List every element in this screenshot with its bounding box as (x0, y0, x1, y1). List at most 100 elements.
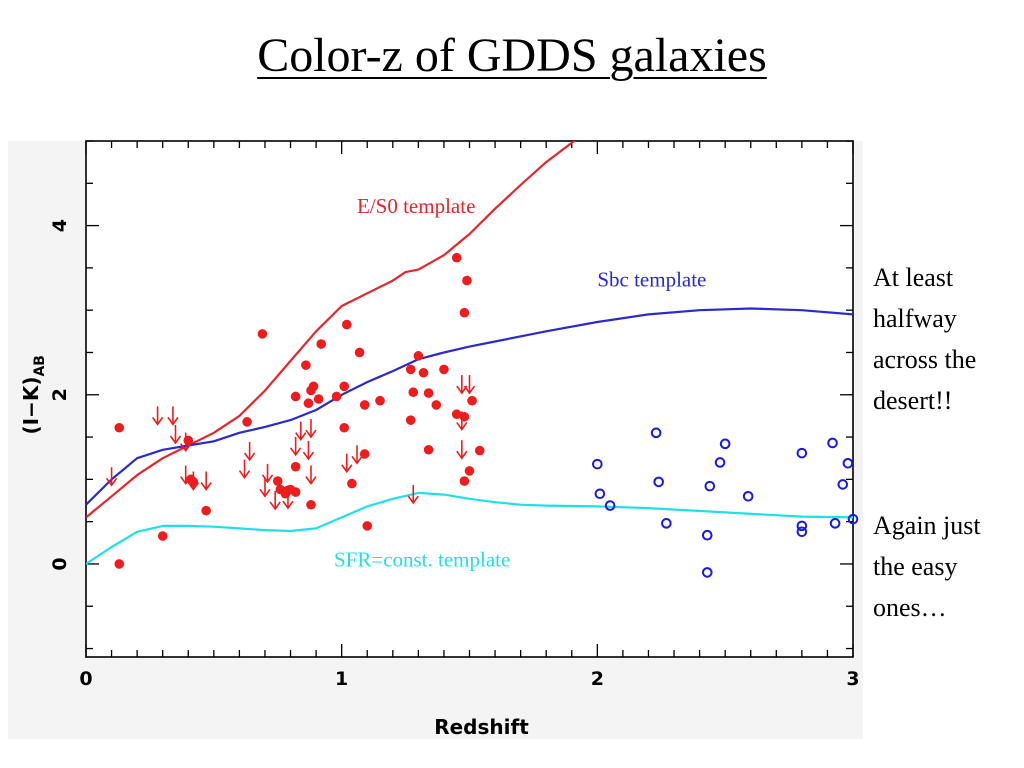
upper-limit-arrow (261, 463, 274, 484)
filled-point (459, 411, 470, 422)
filled-point (290, 461, 301, 472)
filled-point (459, 476, 470, 486)
filled-point (359, 400, 370, 410)
filled-point (313, 394, 324, 404)
arrow-head (295, 432, 307, 441)
arrow-head (463, 385, 476, 395)
filled-point (418, 367, 429, 378)
filled-point (114, 422, 125, 433)
arrow-head (456, 385, 468, 395)
arrow-head (187, 482, 200, 491)
upper-limit-arrow (167, 406, 179, 426)
filled-point (413, 351, 424, 361)
open-point (847, 513, 859, 525)
upper-limit-arrow (456, 375, 468, 395)
open-point (842, 457, 854, 469)
upper-limit-arrow (169, 424, 182, 445)
filled-point (242, 417, 252, 427)
open-point (704, 480, 716, 492)
filled-point (347, 478, 357, 489)
filled-point (405, 364, 416, 375)
upper-limit-arrow (269, 490, 281, 511)
filled-point (462, 275, 472, 286)
open-point (796, 520, 808, 532)
arrow-head (305, 476, 317, 485)
upper-limit-arrow (187, 471, 200, 491)
filled-point (272, 476, 283, 486)
upper-limit-arrow (295, 421, 307, 441)
filled-point (303, 398, 314, 409)
arrow-head (456, 450, 468, 460)
filled-point (341, 319, 352, 330)
upper-limit-arrow (341, 453, 353, 474)
arrow-head (243, 452, 256, 462)
y-tick-label: 2 (49, 388, 71, 401)
arrow-head (351, 455, 363, 465)
filled-point (405, 415, 416, 425)
open-point (701, 567, 713, 578)
open-point (661, 518, 672, 529)
filled-point (354, 347, 365, 358)
upper-limit-arrow (259, 478, 271, 498)
filled-point (306, 499, 316, 510)
arrow-head (282, 500, 294, 510)
template-label: Sbc template (597, 267, 706, 291)
slide-title: Color-z of GDDS galaxies (257, 29, 767, 82)
arrow-head (261, 474, 274, 484)
upper-limit-arrow (456, 411, 468, 431)
filled-point (183, 435, 194, 446)
upper-limit-arrow (407, 485, 419, 505)
filled-point (290, 487, 301, 497)
template-label: E/S0 template (357, 194, 475, 218)
filled-point (359, 449, 370, 459)
open-point (796, 526, 808, 538)
upper-limit-arrow (456, 440, 468, 460)
filled-point (308, 381, 319, 392)
filled-point (331, 391, 342, 402)
filled-point (474, 445, 485, 456)
arrow-head (167, 416, 179, 426)
arrow-head (407, 495, 419, 505)
open-point (827, 437, 838, 449)
filled-point (423, 388, 434, 398)
filled-point (464, 466, 475, 476)
filled-point (431, 400, 442, 410)
filled-point (339, 422, 350, 433)
upper-limit-arrow (238, 459, 251, 480)
upper-limit-arrow (302, 441, 315, 461)
x-axis-label: Redshift (434, 715, 529, 739)
arrow-head (289, 447, 302, 457)
filled-point (316, 339, 327, 349)
arrow-head (151, 416, 164, 426)
arrow-head (238, 470, 251, 480)
y-axis-label-subscript: AB (32, 355, 48, 377)
arrow-head (200, 482, 212, 491)
filled-point (157, 531, 168, 541)
filled-point (257, 329, 268, 339)
upper-limit-arrow (351, 445, 363, 465)
upper-limit-arrow (463, 375, 476, 395)
filled-point (375, 395, 385, 406)
upper-limit-arrow (180, 465, 192, 485)
y-tick-label: 0 (49, 557, 71, 570)
chart-labels: E/S0 template Sbc template SFR=const. temp… (334, 194, 706, 572)
filled-point (114, 559, 125, 569)
data-markers (105, 252, 859, 578)
open-point (653, 476, 664, 488)
arrow-head (105, 477, 118, 487)
filled-point (451, 252, 462, 263)
upper-limit-arrow (289, 436, 302, 457)
x-tick-label: 3 (846, 668, 859, 690)
filled-point (408, 387, 419, 398)
filled-point (451, 409, 462, 420)
open-point (837, 479, 849, 490)
arrow-head (302, 451, 315, 461)
template-curve-0 (86, 141, 577, 519)
open-point (604, 500, 616, 511)
x-tick-label: 2 (591, 668, 604, 690)
arrow-head (305, 429, 317, 439)
filled-point (459, 307, 470, 318)
filled-point (290, 391, 301, 402)
open-point (719, 438, 731, 450)
